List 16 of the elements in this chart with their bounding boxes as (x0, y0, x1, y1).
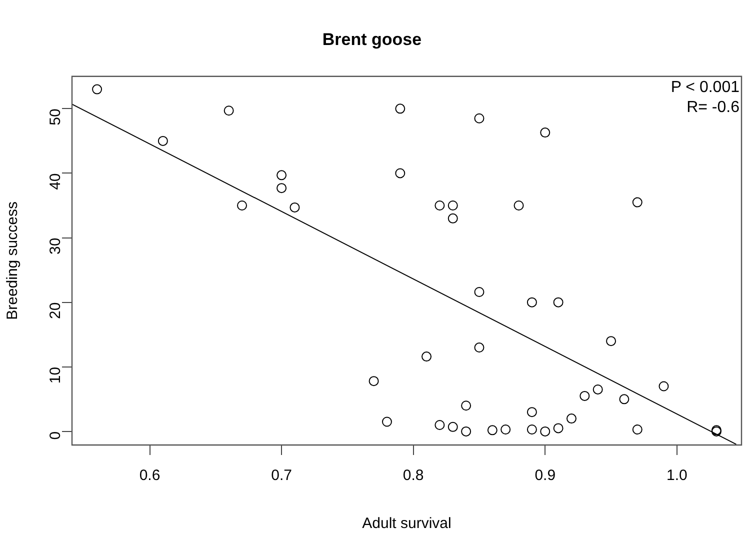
annotation: P < 0.001 (670, 78, 740, 96)
y-tick-label: 40 (47, 173, 64, 190)
y-tick-label: 10 (47, 366, 64, 384)
x-tick-label: 0.7 (271, 467, 292, 484)
x-tick-label: 0.9 (534, 467, 556, 484)
y-tick-label: 0 (47, 431, 64, 440)
x-tick-label: 0.6 (139, 467, 160, 484)
x-axis-title: Adult survival (362, 515, 452, 532)
y-tick-label: 50 (47, 108, 64, 126)
y-axis-title: Breeding success (4, 201, 22, 320)
y-tick-label: 20 (47, 302, 64, 320)
y-tick-label: 30 (47, 238, 64, 254)
x-tick-label: 0.8 (402, 467, 424, 484)
annotation: R= -0.6 (686, 98, 740, 116)
chart-title: Brent goose (322, 30, 422, 49)
x-tick-label: 1.0 (666, 467, 688, 484)
